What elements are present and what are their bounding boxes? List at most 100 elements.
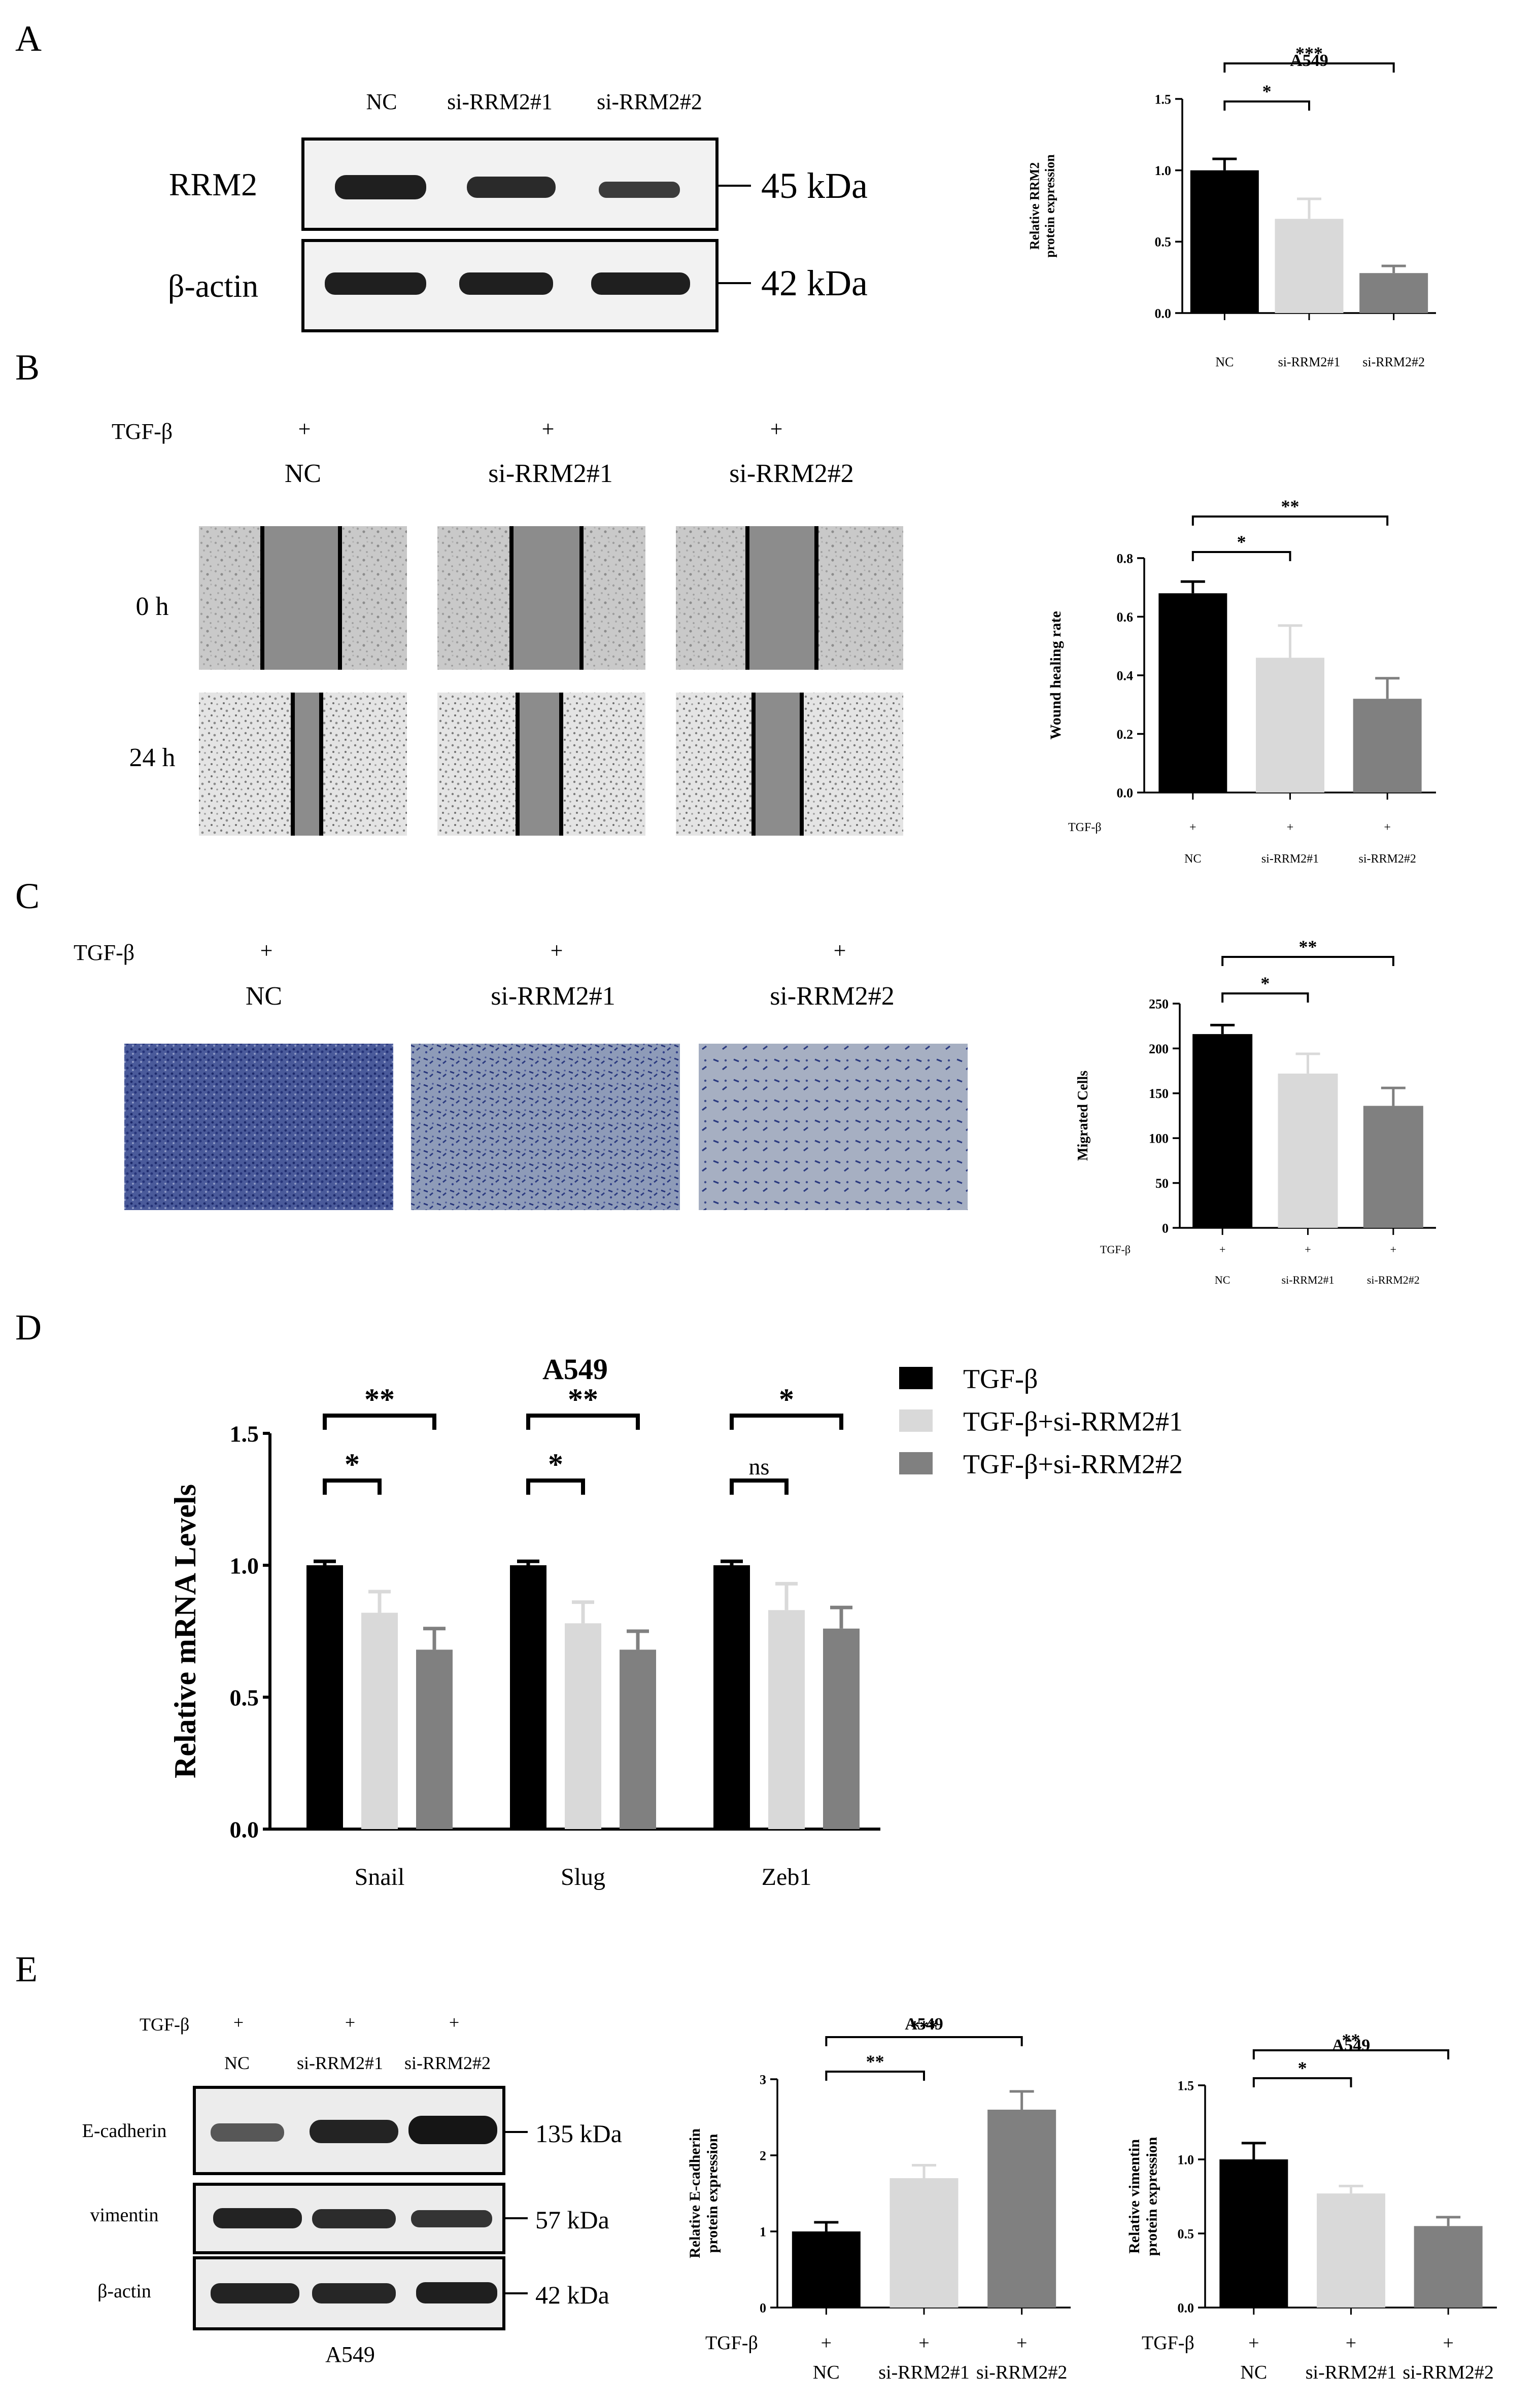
y-tick-label: 100 (1149, 1131, 1169, 1146)
chart-migrated-cells: 0 50 100 150 200 250 Migrated Cells NC + si-RRM2#… (1075, 937, 1436, 1286)
bar-3 (1363, 1106, 1423, 1228)
lane-label-e-1: NC (224, 2053, 250, 2073)
y-axis-label-line: Relative RRM2 (1027, 162, 1042, 250)
significance-bracket (1191, 515, 1389, 526)
bar-3 (987, 2110, 1056, 2308)
chart-relative-mrna: 0.0 0.5 1.0 1.5 Relative mRNA Levels A549 Snai… (168, 1353, 1183, 1890)
y-axis-label-line: Relative mRNA Levels (168, 1484, 202, 1778)
bar-2 (890, 2178, 959, 2308)
bar-2 (1317, 2193, 1385, 2308)
y-axis-label-line: Relative vimentin (1126, 2139, 1143, 2254)
migration-image-nc (124, 1044, 393, 1210)
treatment-mark: + (1346, 2332, 1356, 2354)
significance-bracket (1252, 2049, 1450, 2059)
x-tick-label: si-RRM2#1 (1278, 355, 1341, 369)
y-axis-label: Relative RRM2protein expression (1027, 154, 1057, 258)
y-tick-label: 250 (1149, 996, 1169, 1011)
treatment-axis-label: TGF-β (1100, 1243, 1131, 1256)
significance-bracket (1252, 2077, 1352, 2087)
plus-b-1: + (298, 417, 311, 441)
kda-label-a-1: 45 kDa (761, 165, 868, 206)
y-tick-label: 1.5 (230, 1421, 259, 1447)
plus-e-3: + (449, 2012, 459, 2033)
treatment-mark: + (1016, 2332, 1027, 2354)
y-tick-label: 0.5 (230, 1685, 259, 1711)
x-tick-label: Zeb1 (762, 1864, 812, 1890)
y-tick-label: 1 (760, 2224, 766, 2239)
time-label-24h: 24 h (129, 743, 176, 772)
chart-vimentin-expression: 0.0 0.5 1.0 1.5 Relative vimentinprotein exp… (1126, 2030, 1497, 2383)
western-blot-a-rrm2 (301, 137, 719, 231)
y-tick-label: 1.5 (1178, 2078, 1194, 2093)
x-tick-label: NC (813, 2362, 840, 2383)
kda-label-e-2: 57 kDa (535, 2206, 609, 2234)
treatment-mark: + (1390, 1243, 1396, 1256)
treatment-label-e: TGF-β (140, 2014, 189, 2035)
y-tick-label: 3 (760, 2072, 766, 2087)
lane-label-a-3: si-RRM2#2 (597, 89, 702, 114)
x-tick-label: si-RRM2#2 (1362, 355, 1425, 369)
significance-bracket (825, 2071, 925, 2081)
significance-bracket (1221, 956, 1394, 966)
legend-label-3: TGF-β+si-RRM2#2 (963, 1449, 1183, 1479)
y-axis-label: Relative E-cadherinprotein expression (687, 2128, 721, 2258)
blot-row-label-a-1: RRM2 (169, 166, 257, 202)
bar-zeb1-3 (823, 1628, 860, 1829)
bar-1 (1190, 170, 1259, 313)
plus-b-2: + (542, 417, 555, 441)
treatment-mark: + (1384, 821, 1391, 834)
blot-row-label-e-3: β-actin (97, 2281, 151, 2302)
significance-bracket (1221, 992, 1309, 1003)
chart-title: A549 (1332, 2036, 1371, 2055)
legend-swatch-3 (899, 1452, 933, 1474)
plus-c-2: + (551, 938, 563, 963)
legend-label-1: TGF-β (963, 1363, 1038, 1394)
panel-letter-e: E (15, 1949, 38, 1989)
treatment-mark: + (1443, 2332, 1453, 2354)
y-tick-label: 50 (1155, 1176, 1169, 1191)
y-tick-label: 0.2 (1117, 727, 1134, 742)
legend-swatch-1 (899, 1367, 933, 1389)
x-tick-label: si-RRM2#1 (878, 2362, 969, 2383)
group-label-c-2: si-RRM2#1 (491, 982, 615, 1011)
significance-bracket (323, 1478, 382, 1495)
bar-2 (1275, 219, 1344, 313)
significance-label: ** (364, 1383, 395, 1416)
plus-e-1: + (233, 2012, 244, 2033)
significance-bracket (730, 1414, 843, 1430)
bar-1 (1158, 593, 1227, 793)
blot-row-label-a-2: β-actin (168, 268, 258, 304)
significance-bracket (1223, 62, 1395, 73)
y-axis-label-line: Wound healing rate (1047, 611, 1064, 739)
significance-label: * (1298, 2058, 1307, 2078)
treatment-axis-label: TGF-β (1068, 821, 1102, 834)
significance-label: ns (749, 1454, 770, 1480)
group-label-b-1: NC (285, 459, 321, 488)
x-tick-label: si-RRM2#1 (1282, 1274, 1335, 1286)
x-tick-label: Slug (561, 1864, 605, 1890)
significance-label: * (1237, 532, 1246, 552)
treatment-label-b: TGF-β (112, 419, 173, 444)
bar-1 (1192, 1034, 1253, 1228)
chart-ecadherin-expression: 0 1 2 3 Relative E-cadherinprotein expressio… (687, 2015, 1071, 2383)
migration-image-si2 (699, 1044, 968, 1210)
plus-c-3: + (834, 938, 846, 963)
bar-2 (1278, 1073, 1338, 1228)
treatment-axis-label: TGF-β (1142, 2332, 1194, 2354)
kda-label-e-3: 42 kDa (535, 2281, 609, 2309)
panel-letter-a: A (15, 18, 42, 59)
x-tick-label: si-RRM2#2 (976, 2362, 1067, 2383)
y-axis-label-line: protein expression (1042, 154, 1057, 258)
bar-zeb1-1 (713, 1565, 750, 1829)
group-label-c-1: NC (246, 982, 282, 1011)
treatment-mark: + (821, 2332, 832, 2354)
x-tick-label: si-RRM2#2 (1403, 2362, 1493, 2383)
legend-swatch-2 (899, 1409, 933, 1432)
treatment-mark: + (1305, 1243, 1311, 1256)
western-blot-e-vimentin (193, 2183, 505, 2254)
bar-snail-2 (361, 1612, 398, 1829)
y-tick-label: 0.0 (1178, 2300, 1194, 2315)
panel-letter-b: B (15, 347, 40, 388)
y-tick-label: 150 (1149, 1086, 1169, 1101)
bar-slug-1 (510, 1565, 546, 1829)
